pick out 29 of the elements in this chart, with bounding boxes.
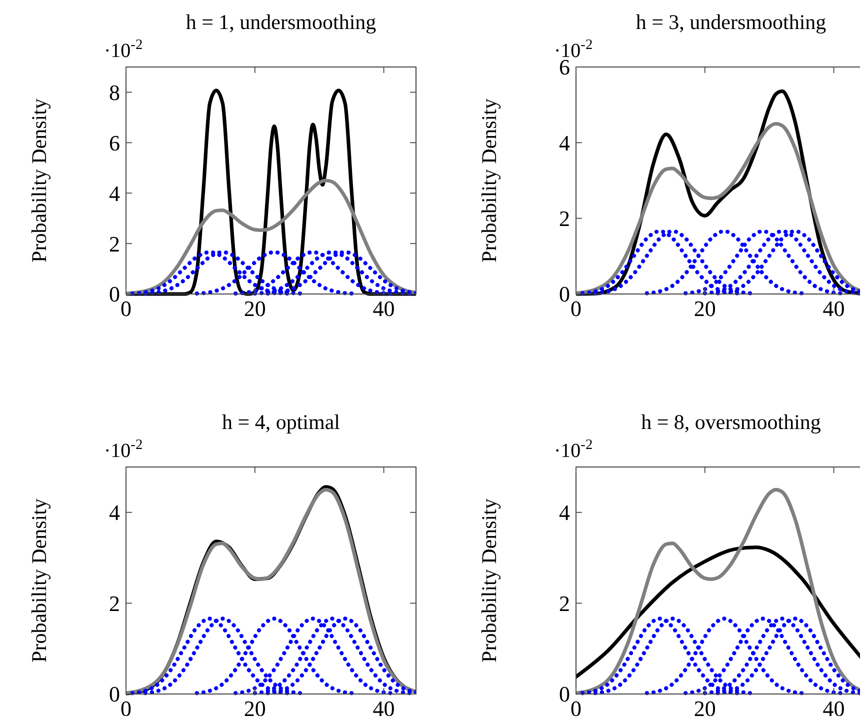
- y-tick-label: 2: [559, 206, 570, 232]
- text: ·10$^{-2}$: [554, 437, 593, 462]
- text: ·10$^{-2}$: [104, 437, 143, 462]
- x-tick-label: 20: [694, 296, 716, 321]
- x-tick-label: 40: [822, 296, 845, 321]
- x-tick-label: 40: [822, 696, 845, 721]
- y-axis-title: Probability Density: [27, 98, 51, 262]
- y-tick-label: 4: [109, 500, 120, 526]
- y-axis-title: Probability Density: [27, 498, 51, 662]
- chart-title: h = 1, undersmoothing: [186, 10, 377, 34]
- y-tick-label: 2: [559, 590, 570, 616]
- y-tick-label: 6: [109, 130, 120, 156]
- y-axis-title: Probability Density: [477, 498, 501, 662]
- y-tick-label: 2: [109, 590, 120, 616]
- y-tick-label: 8: [109, 80, 120, 105]
- x-tick-label: 20: [244, 696, 266, 721]
- y-tick-label: 4: [559, 500, 570, 526]
- chart-title: h = 3, undersmoothing: [636, 10, 827, 34]
- chart-title: h = 8, oversmoothing: [641, 410, 822, 434]
- chart-title: h = 4, optimal: [222, 410, 340, 434]
- y-tick-label: 4: [559, 130, 570, 156]
- x-tick-label: 40: [372, 296, 395, 321]
- x-tick-label: 20: [244, 296, 266, 321]
- text: ·10$^{-2}$: [104, 37, 143, 62]
- x-tick-label: 20: [694, 696, 716, 721]
- x-tick-label: 40: [372, 696, 395, 721]
- y-tick-label: 2: [109, 231, 120, 256]
- y-axis-title: Probability Density: [477, 98, 501, 262]
- y-tick-label: 4: [109, 180, 120, 206]
